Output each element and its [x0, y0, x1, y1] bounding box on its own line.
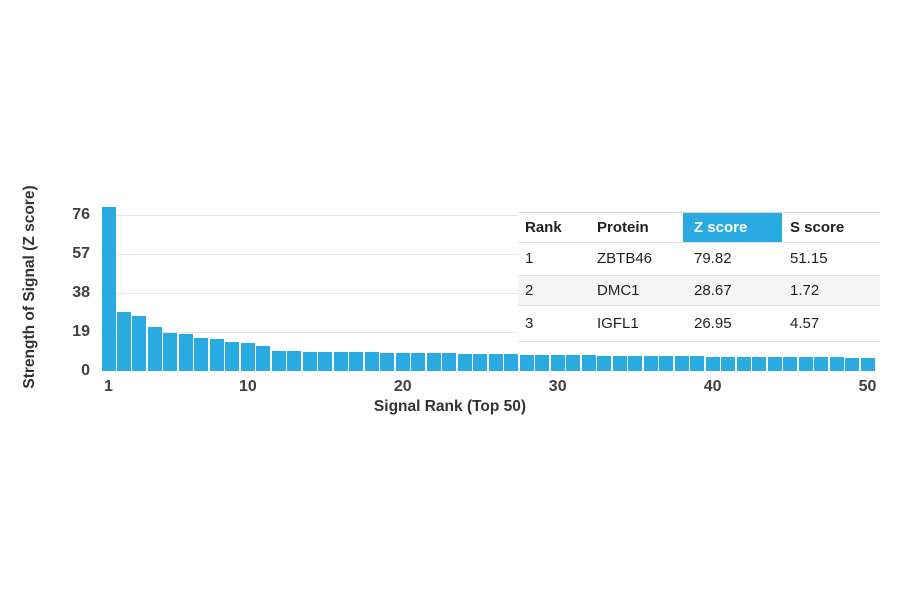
table-header-row: Rank Protein Z score S score: [518, 213, 880, 243]
table-row-2: 2 DMC1 28.67 1.72: [518, 276, 880, 306]
bar-rank-49: [845, 357, 860, 371]
bar-rank-45: [783, 357, 798, 371]
bar-rank-10: [240, 342, 255, 371]
x-tick-label: 40: [703, 378, 722, 395]
bar-rank-38: [674, 356, 689, 371]
cell-protein: ZBTB46: [597, 250, 653, 267]
bar-rank-26: [488, 354, 503, 371]
bar-rank-39: [690, 356, 705, 371]
y-tick-label: 0: [81, 362, 90, 379]
bar-rank-28: [519, 354, 534, 371]
bar-rank-30: [550, 354, 565, 371]
bar-rank-47: [814, 357, 829, 371]
x-tick-label: 1: [104, 378, 113, 395]
table-row-3: 3 IGFL1 26.95 4.57: [518, 306, 880, 342]
column-header-s-score: S score: [790, 219, 845, 236]
bar-rank-36: [643, 356, 658, 371]
y-tick-label: 38: [72, 284, 90, 301]
y-tick-label: 19: [72, 323, 90, 340]
cell-z-score: 28.67: [694, 282, 732, 299]
bar-rank-1: [101, 207, 116, 371]
bar-rank-24: [457, 353, 472, 371]
cell-z-score: 79.82: [694, 250, 732, 267]
bar-rank-48: [829, 357, 844, 371]
bar-rank-29: [535, 354, 550, 371]
column-header-rank: Rank: [525, 219, 562, 236]
gridline-y-76: [100, 215, 878, 216]
bar-rank-34: [612, 355, 627, 371]
bar-rank-11: [256, 345, 271, 371]
bar-rank-41: [721, 356, 736, 371]
bar-rank-17: [349, 352, 364, 371]
bar-rank-6: [178, 334, 193, 371]
y-tick-label: 76: [72, 206, 90, 223]
bar-rank-43: [752, 356, 767, 371]
cell-s-score: 51.15: [790, 250, 828, 267]
bar-rank-3: [132, 315, 147, 371]
x-tick-label: 20: [393, 378, 412, 395]
gridline-y-19: [100, 332, 878, 333]
bar-rank-15: [318, 351, 333, 371]
column-header-protein: Protein: [597, 219, 649, 236]
bar-rank-2: [116, 312, 131, 371]
bar-rank-21: [411, 352, 426, 371]
bar-rank-16: [333, 351, 348, 371]
x-tick-label: 10: [239, 378, 257, 395]
bar-rank-27: [504, 354, 519, 371]
cell-rank: 2: [525, 282, 534, 299]
bar-rank-5: [163, 332, 178, 371]
bar-rank-9: [225, 341, 240, 371]
x-tick-label: 30: [548, 378, 567, 395]
y-axis-title: Strength of Signal (Z score): [21, 185, 38, 389]
cell-s-score: 1.72: [790, 282, 820, 299]
bar-rank-18: [364, 352, 379, 371]
bar-rank-4: [147, 326, 162, 371]
cell-s-score: 4.57: [790, 315, 820, 332]
bar-rank-46: [798, 357, 813, 371]
cell-z-score: 26.95: [694, 315, 732, 332]
bar-rank-8: [209, 338, 224, 371]
bar-rank-33: [597, 355, 612, 371]
bar-rank-12: [271, 350, 286, 371]
x-axis-title: Signal Rank (Top 50): [373, 398, 527, 415]
bar-rank-19: [380, 352, 395, 371]
protein-score-table: Rank Protein Z score S score 1 ZBTB46 79.82 51.…: [518, 212, 880, 342]
y-tick-label: 57: [72, 245, 90, 262]
bar-rank-31: [566, 355, 581, 371]
bar-rank-50: [860, 357, 875, 371]
cell-rank: 3: [525, 315, 534, 332]
gridline-y-57: [100, 254, 878, 255]
bar-rank-32: [581, 355, 596, 371]
bar-rank-23: [442, 353, 457, 371]
column-header-z-score: Z score: [683, 213, 782, 242]
cell-protein: IGFL1: [597, 315, 639, 332]
x-tick-label: 50: [858, 378, 877, 395]
bar-rank-40: [705, 356, 720, 371]
bar-rank-25: [473, 353, 488, 371]
table-row-1: 1 ZBTB46 79.82 51.15: [518, 243, 880, 276]
bar-rank-20: [395, 352, 410, 371]
cell-protein: DMC1: [597, 282, 640, 299]
bar-rank-44: [767, 357, 782, 371]
bar-rank-42: [736, 356, 751, 371]
bar-rank-22: [426, 353, 441, 371]
bar-rank-37: [659, 356, 674, 371]
bar-rank-7: [194, 337, 209, 371]
bar-rank-13: [287, 351, 302, 371]
bar-rank-35: [628, 356, 643, 371]
bar-rank-14: [302, 351, 317, 371]
gridline-y-38: [100, 293, 878, 294]
cell-rank: 1: [525, 250, 534, 267]
